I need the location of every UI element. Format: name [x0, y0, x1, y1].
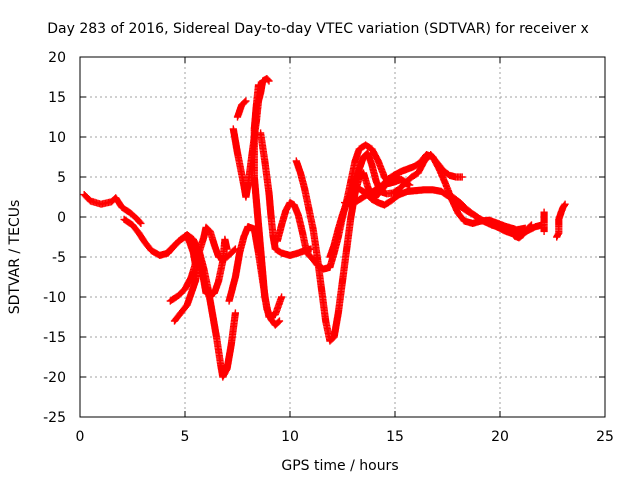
axis-ticks: [79, 56, 606, 418]
data-track: [80, 191, 145, 227]
x-tick-label: 15: [386, 429, 404, 445]
y-tick-label: 15: [48, 90, 66, 106]
x-axis-tick-labels: 0 5 10 15 20 25: [76, 429, 614, 445]
chart-title: Day 283 of 2016, Sidereal Day-to-day VTE…: [47, 21, 589, 37]
y-tick-label: -20: [43, 370, 66, 386]
grid: [80, 57, 605, 417]
data-track: [257, 129, 315, 259]
track-markers: [553, 200, 569, 241]
data-track: [273, 199, 315, 261]
x-axis-label: GPS time / hours: [281, 458, 398, 474]
y-tick-label: 5: [57, 170, 66, 186]
y-tick-label: 10: [48, 130, 66, 146]
track-markers: [506, 221, 536, 242]
y-axis-label: SDTVAR / TECUs: [7, 200, 23, 315]
y-tick-label: 20: [48, 50, 66, 66]
data-track: [250, 81, 286, 321]
y-tick-label: -25: [43, 410, 66, 426]
track-markers: [170, 235, 231, 325]
track-markers: [540, 208, 548, 235]
data-track: [233, 97, 250, 121]
data-series: [80, 75, 569, 381]
track-markers: [257, 129, 315, 259]
x-tick-label: 5: [181, 429, 190, 445]
y-axis-tick-labels: -25 -20 -15 -10 -5 0 5 10 15 20: [43, 50, 66, 426]
x-tick-label: 25: [596, 429, 614, 445]
track-markers: [273, 199, 315, 261]
track-markers: [80, 191, 145, 227]
y-tick-label: -15: [43, 330, 66, 346]
x-tick-label: 20: [491, 429, 509, 445]
track-markers: [250, 81, 286, 321]
data-track: [540, 208, 548, 235]
plot-border: [79, 56, 606, 418]
track-markers: [233, 97, 250, 121]
data-track: [170, 235, 231, 325]
data-track: [506, 221, 536, 242]
x-tick-label: 0: [76, 429, 85, 445]
y-tick-label: -10: [43, 290, 66, 306]
track-markers: [162, 233, 200, 269]
data-track: [162, 233, 200, 269]
y-tick-label: 0: [57, 210, 66, 226]
y-tick-label: -5: [52, 250, 66, 266]
x-tick-label: 10: [281, 429, 299, 445]
data-track: [553, 200, 569, 241]
